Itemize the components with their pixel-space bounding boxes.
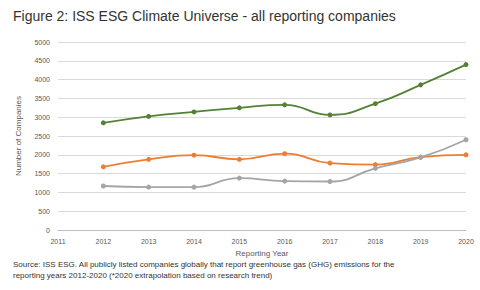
svg-text:2014: 2014 <box>186 238 202 245</box>
svg-text:4500: 4500 <box>34 57 50 64</box>
svg-text:2018: 2018 <box>368 238 384 245</box>
svg-text:2019: 2019 <box>413 238 429 245</box>
svg-text:0: 0 <box>46 227 50 234</box>
svg-text:2017: 2017 <box>322 238 338 245</box>
svg-text:3000: 3000 <box>34 114 50 121</box>
svg-text:reporting years 2012-2020 (*20: reporting years 2012-2020 (*2020 extrapo… <box>13 271 273 280</box>
svg-text:3500: 3500 <box>34 95 50 102</box>
svg-text:2012: 2012 <box>96 238 112 245</box>
svg-text:Source: ISS ESG. All publicly: Source: ISS ESG. All publicly listed com… <box>13 260 395 269</box>
svg-text:5000: 5000 <box>34 39 50 46</box>
svg-text:Reporting Year: Reporting Year <box>236 249 289 258</box>
svg-text:Number of Companies: Number of Companies <box>14 96 23 176</box>
svg-text:4000: 4000 <box>34 76 50 83</box>
svg-text:1000: 1000 <box>34 189 50 196</box>
svg-text:2020: 2020 <box>458 238 474 245</box>
svg-text:Figure 2: ISS ESG Climate Univ: Figure 2: ISS ESG Climate Universe - all… <box>13 8 396 24</box>
svg-text:2013: 2013 <box>141 238 157 245</box>
svg-text:1500: 1500 <box>34 170 50 177</box>
svg-text:2016: 2016 <box>277 238 293 245</box>
svg-text:2500: 2500 <box>34 133 50 140</box>
svg-text:500: 500 <box>38 208 50 215</box>
svg-text:2015: 2015 <box>232 238 248 245</box>
svg-text:2000: 2000 <box>34 151 50 158</box>
svg-text:2011: 2011 <box>50 238 65 245</box>
